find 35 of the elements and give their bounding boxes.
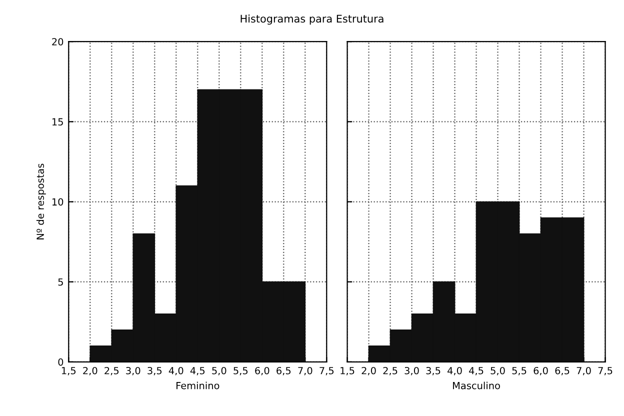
x-tick-label: 7,5 bbox=[320, 367, 334, 376]
y-tick-label: 15 bbox=[52, 118, 63, 126]
x-tick-label: 3,0 bbox=[126, 366, 140, 376]
x-tick-label: 7,0 bbox=[576, 366, 591, 376]
x-tick-label: 3,5 bbox=[148, 366, 162, 376]
y-tick-label: 10 bbox=[52, 198, 64, 206]
x-tick-label: 4,5 bbox=[469, 367, 484, 376]
x-axis-title: Feminino bbox=[176, 382, 220, 390]
y-tick-label: 5 bbox=[58, 278, 63, 286]
x-tick-label: 7,0 bbox=[298, 366, 312, 376]
y-tick-label: 0 bbox=[58, 358, 64, 366]
x-tick-label: 7,5 bbox=[598, 367, 612, 376]
x-tick-label: 5,5 bbox=[512, 367, 526, 376]
y-axis-title: Nº de respostas bbox=[36, 164, 46, 240]
x-tick-label: 5,0 bbox=[212, 366, 226, 376]
x-tick-label: 2,5 bbox=[383, 366, 398, 376]
x-tick-label: 5,0 bbox=[490, 366, 505, 376]
x-tick-label: 2,0 bbox=[83, 366, 98, 376]
x-tick-label: 4,0 bbox=[448, 366, 462, 376]
x-tick-label: 6,5 bbox=[555, 366, 570, 376]
x-tick-label: 4,5 bbox=[190, 367, 205, 376]
x-tick-label: 6,0 bbox=[534, 366, 548, 376]
x-tick-label: 1,5 bbox=[340, 367, 354, 376]
x-tick-label: 5,5 bbox=[234, 367, 248, 376]
x-tick-label: 2,0 bbox=[362, 366, 376, 376]
chart-title: Histogramas para Estrutura bbox=[240, 14, 384, 25]
y-tick-label: 20 bbox=[52, 38, 64, 46]
x-tick-label: 2,5 bbox=[104, 366, 119, 376]
x-tick-label: 3,0 bbox=[404, 366, 419, 376]
x-tick-label: 6,5 bbox=[276, 366, 291, 376]
x-axis-title: Masculino bbox=[453, 382, 500, 390]
x-tick-label: 3,5 bbox=[426, 366, 440, 376]
x-tick-label: 6,0 bbox=[255, 366, 270, 376]
x-tick-label: 1,5 bbox=[62, 367, 76, 376]
x-tick-label: 4,0 bbox=[168, 366, 184, 376]
